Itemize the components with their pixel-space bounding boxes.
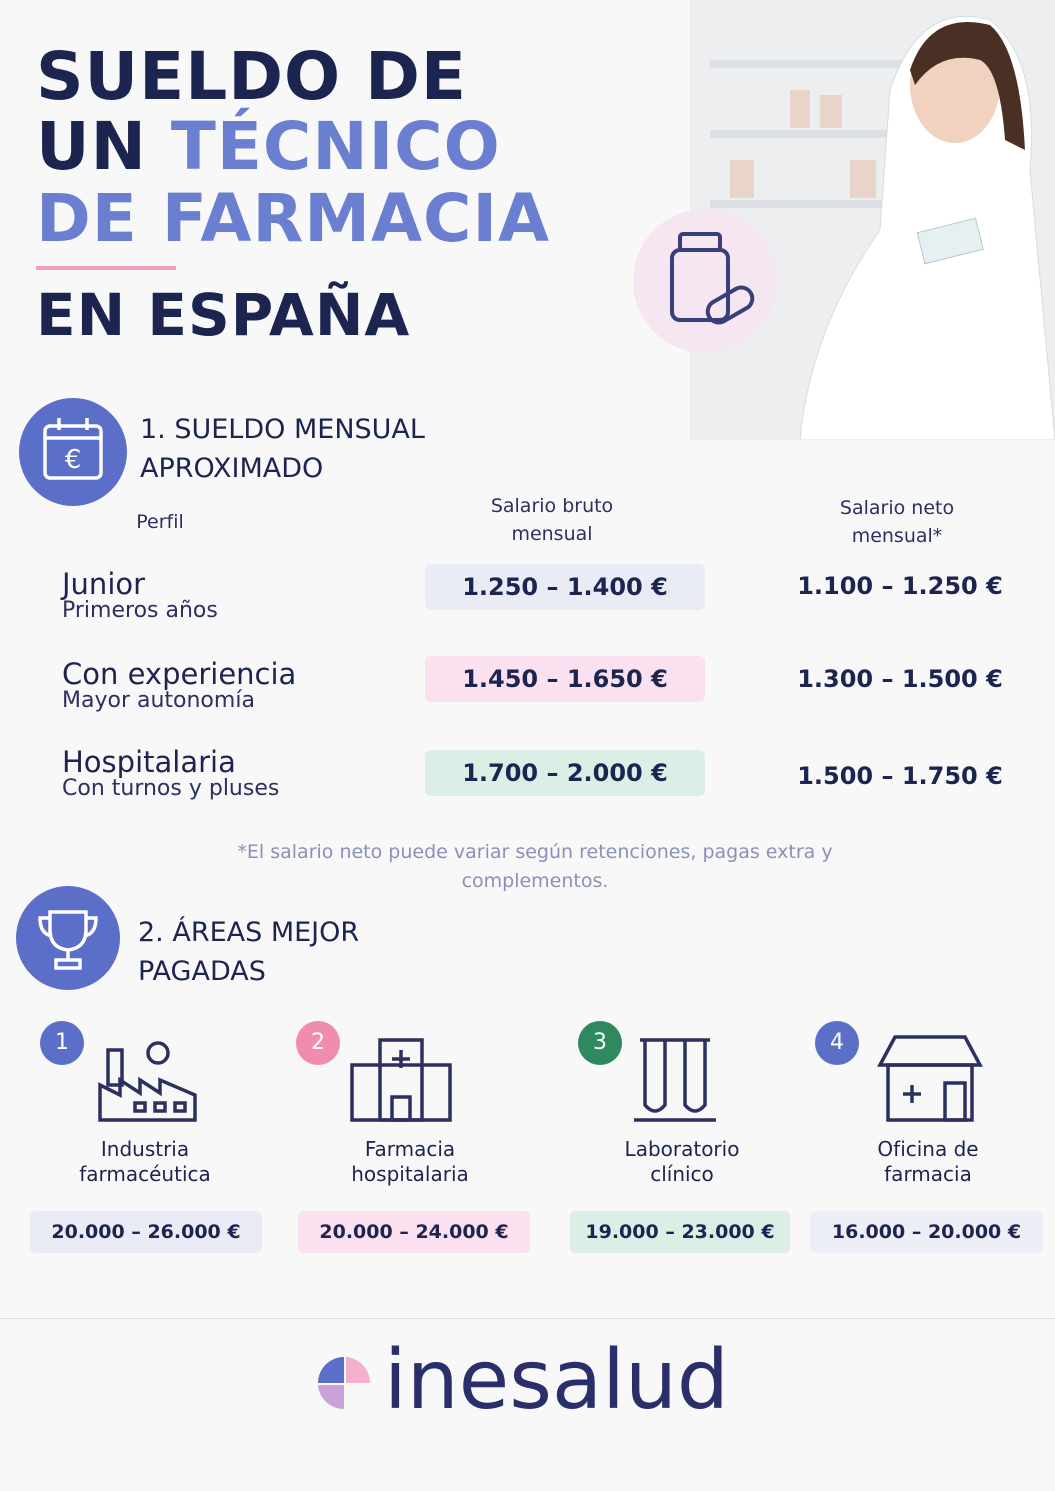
- area-name-line: farmacéutica: [79, 1162, 211, 1186]
- section-title: 2. ÁREAS MEJOR PAGADAS: [138, 913, 359, 991]
- section-title: 1. SUELDO MENSUAL APROXIMADO: [140, 410, 425, 488]
- logo-mark: [318, 1357, 371, 1410]
- profile: Con experiencia: [62, 657, 297, 691]
- divider: [0, 1318, 1055, 1319]
- profile-detail: Con turnos y pluses: [62, 776, 280, 801]
- area-range: 16.000 – 20.000 €: [810, 1211, 1043, 1253]
- profile: Junior: [62, 567, 146, 601]
- profile-detail: Mayor autonomía: [62, 688, 255, 713]
- title-line: SUELDO DE: [36, 38, 468, 115]
- section-title-line: 2. ÁREAS MEJOR: [138, 917, 360, 948]
- area-name: Industria farmacéutica: [30, 1137, 260, 1187]
- trophy-icon: [16, 886, 120, 990]
- gross-salary: 1.700 – 2.000 €: [425, 750, 705, 796]
- area-name-line: Farmacia: [364, 1137, 456, 1161]
- net-salary: 1.300 – 1.500 €: [797, 665, 1003, 693]
- title-line: DE FARMACIA: [36, 180, 551, 257]
- column-header: Perfil: [136, 511, 184, 533]
- photo: [690, 0, 1055, 440]
- section-title-line: 1. SUELDO MENSUAL: [140, 414, 425, 445]
- area-icons: [98, 1035, 983, 1122]
- area-name: Oficina de farmacia: [813, 1137, 1043, 1187]
- profile-detail: Primeros años: [62, 598, 218, 623]
- area-range: 20.000 – 24.000 €: [298, 1211, 530, 1253]
- area-name: Laboratorio clínico: [567, 1137, 797, 1187]
- area-number: 4: [815, 1021, 859, 1065]
- area-range: 19.000 – 23.000 €: [570, 1211, 790, 1253]
- column-header: Salario neto mensual*: [839, 497, 955, 547]
- net-salary: 1.500 – 1.750 €: [797, 762, 1003, 790]
- title-line: EN ESPAÑA: [36, 281, 411, 349]
- logo: inesalud: [384, 1333, 729, 1428]
- net-salary: 1.100 – 1.250 €: [797, 572, 1003, 600]
- gross-salary: 1.450 – 1.650 €: [425, 656, 705, 702]
- gross-salary: 1.250 – 1.400 €: [425, 564, 705, 610]
- area-name-line: clínico: [650, 1162, 714, 1186]
- area-name-line: Oficina de: [877, 1137, 979, 1161]
- section-title-line: PAGADAS: [138, 956, 266, 987]
- column-header: Salario bruto mensual: [490, 495, 614, 545]
- area-number: 1: [40, 1021, 84, 1065]
- title-accent: TÉCNICO: [170, 108, 501, 185]
- title-underline: [36, 266, 176, 270]
- footnote: *El salario neto puede variar según rete…: [237, 841, 833, 892]
- area-name-line: Industria: [100, 1137, 190, 1161]
- svg-text:€: €: [65, 445, 82, 475]
- title-line: UN TÉCNICO: [36, 114, 501, 180]
- area-number: 2: [296, 1021, 340, 1065]
- area-name-line: hospitalaria: [351, 1162, 469, 1186]
- calendar-icon: €: [19, 398, 127, 506]
- area-range: 20.000 – 26.000 €: [30, 1211, 262, 1253]
- area-name-line: Laboratorio: [624, 1137, 740, 1161]
- area-number: 3: [578, 1021, 622, 1065]
- title-word: UN: [36, 108, 147, 185]
- area-name: Farmacia hospitalaria: [295, 1137, 525, 1187]
- section-title-line: APROXIMADO: [140, 453, 324, 484]
- pill-icon: [633, 209, 777, 353]
- profile: Hospitalaria: [62, 745, 236, 779]
- area-name-line: farmacia: [884, 1162, 972, 1186]
